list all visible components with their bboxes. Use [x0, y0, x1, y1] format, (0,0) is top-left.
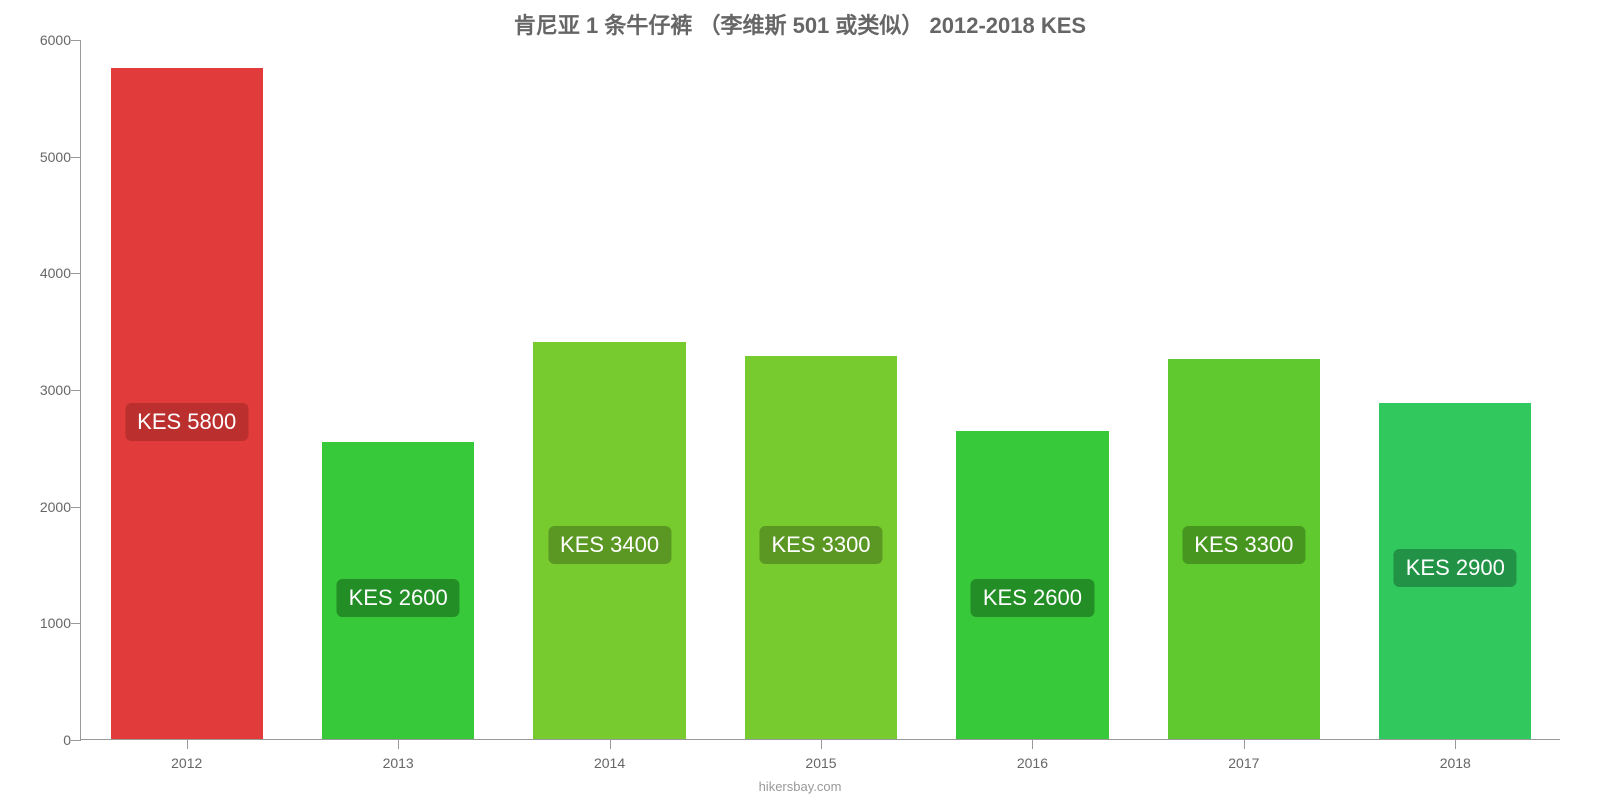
y-tick [71, 157, 81, 158]
x-tick [1455, 739, 1456, 749]
y-tick [71, 623, 81, 624]
y-tick [71, 273, 81, 274]
bar-value-label: KES 2600 [337, 579, 460, 617]
bar-value-label: KES 3300 [1182, 526, 1305, 564]
y-tick-label: 1000 [26, 615, 71, 631]
bar-value-label: KES 3300 [759, 526, 882, 564]
y-tick-label: 6000 [26, 32, 71, 48]
y-tick [71, 507, 81, 508]
y-tick-label: 4000 [26, 265, 71, 281]
bar-value-label: KES 2600 [971, 579, 1094, 617]
x-tick-label: 2016 [1017, 755, 1048, 771]
y-tick-label: 5000 [26, 149, 71, 165]
x-tick [610, 739, 611, 749]
x-tick-label: 2014 [594, 755, 625, 771]
chart-container: 肯尼亚 1 条牛仔裤 （李维斯 501 或类似） 2012-2018 KES 0… [0, 0, 1600, 800]
y-tick [71, 390, 81, 391]
bar-value-label: KES 3400 [548, 526, 671, 564]
x-tick [1244, 739, 1245, 749]
y-tick-label: 3000 [26, 382, 71, 398]
x-tick-label: 2013 [383, 755, 414, 771]
x-tick-label: 2012 [171, 755, 202, 771]
x-tick-label: 2018 [1440, 755, 1471, 771]
y-tick [71, 40, 81, 41]
x-tick [821, 739, 822, 749]
y-tick-label: 0 [26, 732, 71, 748]
chart-footer: hikersbay.com [0, 779, 1600, 794]
x-tick [1032, 739, 1033, 749]
x-tick-label: 2015 [805, 755, 836, 771]
x-tick [398, 739, 399, 749]
bar-value-label: KES 5800 [125, 403, 248, 441]
bar-value-label: KES 2900 [1394, 549, 1517, 587]
y-tick [71, 740, 81, 741]
plot-area: 0100020003000400050006000201220132014201… [80, 40, 1560, 740]
x-tick [187, 739, 188, 749]
chart-title: 肯尼亚 1 条牛仔裤 （李维斯 501 或类似） 2012-2018 KES [0, 8, 1600, 40]
y-tick-label: 2000 [26, 499, 71, 515]
x-tick-label: 2017 [1228, 755, 1259, 771]
